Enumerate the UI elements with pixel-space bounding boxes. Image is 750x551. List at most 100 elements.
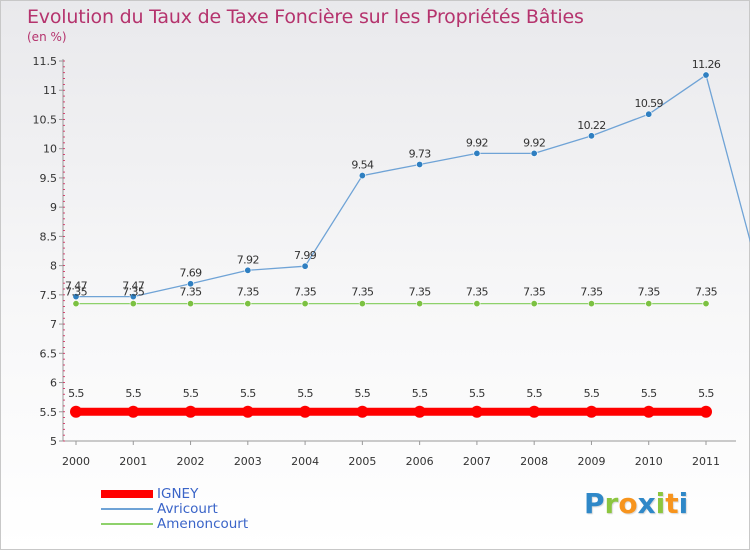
data-label: 9.92	[523, 136, 545, 149]
data-label: 7.35	[523, 286, 546, 299]
data-label: 7.35	[351, 286, 374, 299]
y-tick-label: 7	[50, 318, 57, 331]
data-point	[187, 300, 195, 308]
data-point	[585, 405, 598, 418]
x-tick-label: 2008	[520, 455, 548, 468]
data-point	[129, 300, 137, 308]
data-point	[127, 405, 140, 418]
x-tick-label: 2005	[348, 455, 376, 468]
data-point	[184, 405, 197, 418]
legend-label: Amenoncourt	[157, 515, 249, 532]
logo-letter: i	[655, 487, 666, 520]
data-label: 7.47	[122, 280, 145, 293]
y-tick-label: 9	[50, 201, 57, 214]
logo-letter: x	[637, 487, 656, 520]
y-tick-label: 9.5	[40, 172, 58, 185]
legend-swatch	[101, 507, 153, 510]
data-point	[244, 266, 252, 274]
data-label: 7.35	[580, 286, 603, 299]
data-label: 7.35	[179, 286, 202, 299]
data-label: 5.5	[584, 387, 600, 400]
data-label: 5.5	[240, 387, 256, 400]
y-tick-label: 7.5	[40, 289, 58, 302]
chart-title: Evolution du Taux de Taxe Foncière sur l…	[27, 6, 584, 28]
data-point	[70, 405, 82, 418]
data-label: 5.5	[526, 387, 542, 400]
data-label: 10.59	[634, 97, 663, 110]
proxiti-logo: Proxiti	[584, 487, 688, 520]
data-label: 7.35	[65, 286, 88, 299]
data-point	[645, 110, 653, 118]
x-tick-label: 2009	[577, 455, 605, 468]
x-tick-label: 2011	[692, 455, 720, 468]
data-label: 9.92	[466, 136, 488, 149]
x-tick-label: 2007	[463, 455, 491, 468]
data-point	[587, 132, 595, 140]
x-tick-label: 2010	[635, 455, 663, 468]
data-point	[356, 405, 369, 418]
logo-letter: r	[604, 487, 619, 520]
y-tick-label: 8	[50, 260, 57, 273]
legend-item: Amenoncourt	[101, 515, 249, 532]
y-tick-label: 6.5	[40, 347, 58, 360]
y-tick-label: 10	[43, 143, 57, 156]
data-label: 5.5	[469, 387, 485, 400]
data-point	[244, 300, 252, 308]
legend-item: IGNEY	[101, 486, 248, 502]
data-point	[530, 149, 538, 157]
data-label: 9.73	[409, 147, 432, 160]
legend-label: Avricourt	[157, 500, 218, 517]
data-point	[358, 172, 366, 180]
data-label: 7.69	[179, 267, 202, 280]
legend-swatch	[101, 522, 153, 525]
y-tick-label: 5	[50, 435, 57, 448]
data-label: 7.35	[122, 286, 145, 299]
data-point	[700, 405, 712, 418]
data-label: 7.35	[294, 286, 317, 299]
y-tick-label: 10.5	[33, 113, 58, 126]
data-label: 10.22	[577, 119, 606, 132]
x-tick-label: 2001	[119, 455, 147, 468]
data-label: 7.47	[65, 280, 88, 293]
y-tick-label: 8.5	[40, 230, 58, 243]
logo-letter: P	[584, 487, 605, 520]
x-tick-label: 2006	[406, 455, 434, 468]
y-tick-label: 11.5	[33, 55, 58, 68]
data-label: 7.35	[237, 286, 260, 299]
logo-letter: o	[618, 487, 638, 520]
legend: IGNEY Avricourt Amenoncourt	[101, 486, 249, 532]
data-point	[413, 405, 426, 418]
data-point	[473, 149, 481, 157]
data-point	[702, 300, 710, 308]
data-point	[473, 300, 481, 308]
y-tick-label: 11	[43, 84, 57, 97]
y-axis-unit: (en %)	[27, 30, 67, 44]
x-tick-label: 2000	[62, 455, 90, 468]
data-label: 7.35	[466, 286, 489, 299]
data-label: 7.35	[409, 286, 432, 299]
y-tick-label: 6	[50, 377, 57, 390]
data-label: 11.26	[692, 58, 721, 71]
data-label: 7.99	[294, 249, 317, 262]
x-tick-label: 2002	[177, 455, 205, 468]
x-tick-label: 2003	[234, 455, 262, 468]
data-label: 5.5	[68, 387, 84, 400]
data-point	[530, 300, 538, 308]
data-label: 7.92	[237, 253, 259, 266]
data-point	[642, 405, 655, 418]
x-tick-label: 2004	[291, 455, 319, 468]
data-point	[645, 300, 653, 308]
legend-item: Avricourt	[101, 500, 248, 517]
data-point	[528, 405, 541, 418]
data-point	[241, 405, 254, 418]
data-label: 7.35	[695, 286, 718, 299]
y-tick-label: 5.5	[40, 406, 58, 419]
data-label: 5.5	[698, 387, 714, 400]
data-point	[416, 160, 424, 168]
logo-letter: i	[678, 487, 689, 520]
data-point	[129, 293, 137, 301]
data-point	[72, 293, 80, 301]
data-point	[301, 300, 309, 308]
